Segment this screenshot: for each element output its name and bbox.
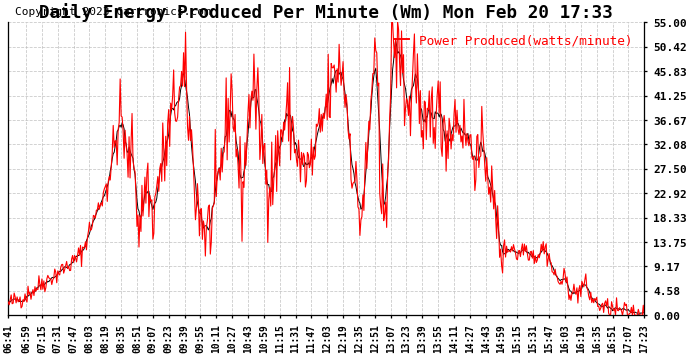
Title: Daily Energy Produced Per Minute (Wm) Mon Feb 20 17:33: Daily Energy Produced Per Minute (Wm) Mo… [39,3,613,22]
Legend: Power Produced(watts/minute): Power Produced(watts/minute) [388,29,638,52]
Text: Copyright 2023 Cartronics.com: Copyright 2023 Cartronics.com [14,7,210,17]
